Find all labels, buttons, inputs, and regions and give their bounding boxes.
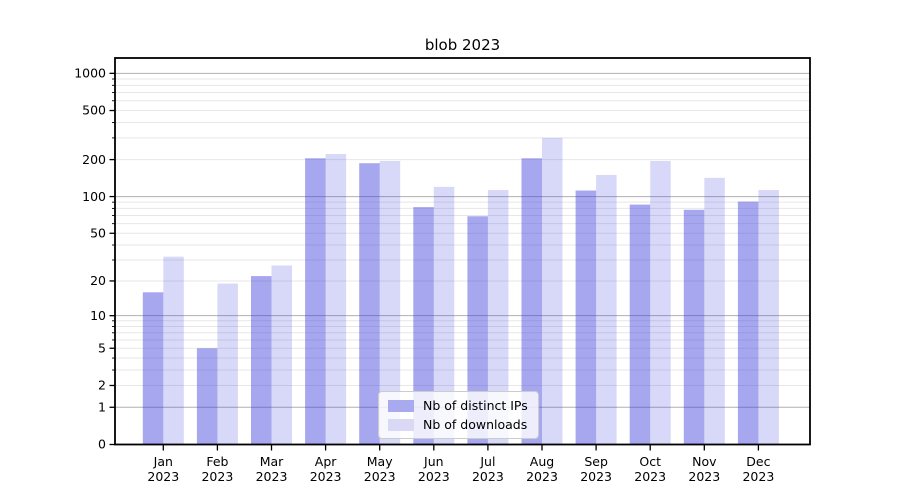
x-tick-label-month: Nov [692,454,717,469]
legend: Nb of distinct IPs Nb of downloads [378,391,539,439]
bar-distinct-ips [359,163,380,445]
y-tick-label: 20 [90,273,106,288]
y-tick-label: 1 [98,399,106,414]
plot-border [114,57,811,446]
x-tick-label-year: 2023 [310,469,342,484]
legend-label-distinct-ips: Nb of distinct IPs [423,398,528,413]
x-tick-label-month: Feb [206,454,228,469]
bar-downloads [704,177,725,445]
bar-downloads [217,283,238,445]
bar-downloads [650,160,671,445]
bar-distinct-ips [467,216,488,445]
x-tick-label-month: Sep [584,454,608,469]
y-tick-label: 5 [98,340,106,355]
bar-distinct-ips [305,158,326,445]
x-tick-label-year: 2023 [364,469,396,484]
legend-swatch-downloads [388,418,414,431]
y-tick-label: 1000 [74,66,106,81]
bar-distinct-ips [683,209,705,445]
bar-downloads [596,174,617,445]
bar-distinct-ips [575,190,597,445]
legend-item-distinct-ips: Nb of distinct IPs [388,398,528,413]
chart-title: blob 2023 [424,36,501,54]
legend-label-downloads: Nb of downloads [423,417,528,432]
y-tick-label: 10 [90,308,106,323]
y-tick-label: 2 [98,378,106,393]
x-tick-label-year: 2023 [147,469,179,484]
bar-downloads [271,265,292,445]
x-tick-label-month: Mar [260,454,284,469]
x-tick-label-month: Dec [746,454,770,469]
y-tick-label: 50 [90,225,106,240]
y-tick-label: 200 [82,152,106,167]
x-tick-label-month: May [367,454,393,469]
bar-distinct-ips [142,292,164,445]
y-tick-label: 0 [98,437,106,452]
bar-downloads [325,154,347,445]
legend-item-downloads: Nb of downloads [388,417,528,432]
bar-distinct-ips [629,204,651,445]
x-tick-label-month: Aug [530,454,554,469]
y-tick-label: 100 [82,189,106,204]
x-tick-label-year: 2023 [688,469,720,484]
x-tick-label-year: 2023 [472,469,504,484]
bar-downloads [433,186,455,445]
x-tick-label-month: Apr [315,454,337,469]
y-tick-label: 500 [82,103,106,118]
x-tick-label-month: Jan [153,454,173,469]
bar-downloads [487,190,509,445]
x-tick-label-year: 2023 [580,469,612,484]
x-tick-label-month: Oct [639,454,661,469]
bar-downloads [163,256,184,445]
bar-distinct-ips [413,207,434,445]
x-tick-label-month: Jul [479,454,495,469]
legend-swatch-distinct-ips [388,399,414,412]
x-tick-label-month: Jun [423,454,444,469]
x-tick-label-year: 2023 [742,469,774,484]
x-tick-label-year: 2023 [526,469,558,484]
bar-distinct-ips [521,158,542,445]
bar-distinct-ips [737,201,759,445]
x-tick-label-year: 2023 [201,469,233,484]
x-tick-label-year: 2023 [634,469,666,484]
x-tick-label-year: 2023 [256,469,288,484]
bar-downloads [542,137,563,445]
bar-distinct-ips [251,276,272,445]
bar-downloads [758,190,779,445]
bar-downloads [379,160,401,445]
bar-distinct-ips [196,348,218,445]
x-tick-label-year: 2023 [418,469,450,484]
